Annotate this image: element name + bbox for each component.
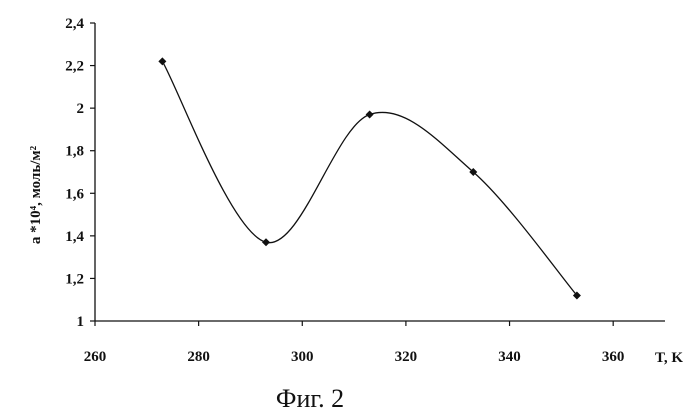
data-point (366, 111, 374, 119)
figure-caption: Фиг. 2 (0, 384, 620, 414)
y-tick-label: 1,8 (65, 144, 84, 160)
series-line (162, 61, 577, 295)
x-tick-label: 320 (395, 349, 418, 365)
y-tick-label: 1,2 (65, 271, 84, 287)
x-tick-label: 260 (84, 349, 107, 365)
x-tick-label: 300 (291, 349, 314, 365)
y-tick-label: 1,6 (65, 186, 84, 202)
x-tick-label: 340 (498, 349, 521, 365)
y-tick-label: 2,4 (65, 16, 84, 32)
data-point (158, 57, 166, 65)
y-tick-label: 2 (77, 101, 85, 117)
y-tick-label: 1 (77, 314, 85, 330)
y-tick-label: 1,4 (65, 229, 84, 245)
x-axis-label: T, K (655, 350, 683, 366)
axes (95, 23, 665, 321)
y-axis-label: a *10⁴, моль/м² (28, 145, 44, 244)
data-point (262, 238, 270, 246)
y-tick-label: 2,2 (65, 59, 84, 75)
data-points (158, 57, 581, 299)
x-ticks: 260 280 300 320 340 360 (84, 321, 625, 365)
x-tick-label: 280 (187, 349, 210, 365)
y-ticks: 1 1,2 1,4 1,6 1,8 2 2,2 2,4 (65, 16, 95, 330)
x-tick-label: 360 (602, 349, 625, 365)
